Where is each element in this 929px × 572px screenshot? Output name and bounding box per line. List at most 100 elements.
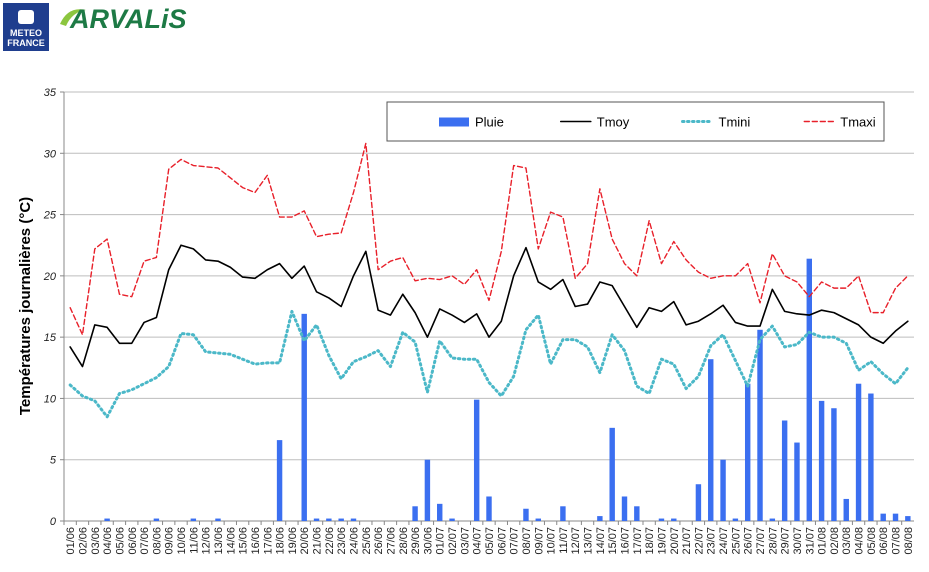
x-tick-label: 31/07 bbox=[804, 527, 816, 555]
bar bbox=[104, 518, 110, 521]
bar bbox=[449, 518, 455, 521]
x-tick-label: 07/07 bbox=[509, 527, 521, 555]
bar bbox=[671, 518, 677, 521]
bar bbox=[326, 518, 332, 521]
bar bbox=[560, 506, 566, 521]
x-tick-label: 17/07 bbox=[632, 527, 644, 555]
x-tick-label: 21/06 bbox=[312, 527, 324, 555]
x-tick-label: 12/07 bbox=[570, 527, 582, 555]
legend-label: Tmini bbox=[719, 115, 751, 130]
x-tick-label: 21/07 bbox=[681, 527, 693, 555]
x-tick-label: 23/06 bbox=[336, 527, 348, 555]
bar bbox=[769, 518, 776, 521]
x-tick-label: 19/07 bbox=[656, 527, 668, 555]
x-tick-label: 14/07 bbox=[595, 527, 607, 555]
x-tick-label: 08/07 bbox=[521, 527, 533, 555]
x-tick-label: 04/06 bbox=[102, 527, 114, 555]
x-tick-label: 11/06 bbox=[188, 527, 200, 554]
x-tick-label: 15/07 bbox=[607, 527, 619, 555]
x-tick-label: 11/07 bbox=[558, 527, 570, 554]
bar bbox=[215, 518, 221, 521]
x-tick-label: 08/06 bbox=[151, 527, 163, 555]
bar bbox=[744, 383, 751, 521]
x-tick-label: 15/06 bbox=[238, 527, 250, 555]
x-tick-label: 03/07 bbox=[459, 527, 471, 555]
x-tick-label: 03/06 bbox=[90, 527, 102, 555]
bar bbox=[473, 399, 480, 521]
x-tick-label: 22/07 bbox=[693, 527, 705, 555]
bar bbox=[720, 459, 726, 521]
bar bbox=[313, 518, 320, 521]
x-tick-label: 13/07 bbox=[583, 527, 595, 555]
bar bbox=[153, 518, 160, 521]
x-tick-label: 27/07 bbox=[755, 527, 767, 555]
legend bbox=[386, 101, 885, 142]
bar bbox=[905, 516, 911, 521]
x-tick-label: 24/06 bbox=[348, 527, 360, 555]
x-tick-label: 20/06 bbox=[299, 527, 311, 555]
bar bbox=[831, 408, 837, 521]
x-tick-label: 28/06 bbox=[398, 527, 410, 555]
bar bbox=[535, 518, 541, 521]
x-tick-label: 09/07 bbox=[533, 527, 545, 555]
x-tick-label: 06/07 bbox=[496, 527, 508, 555]
y-tick-label: 35 bbox=[44, 87, 57, 99]
legend-label: Pluie bbox=[475, 115, 504, 130]
x-tick-label: 25/07 bbox=[730, 527, 742, 555]
bar bbox=[486, 496, 492, 521]
brand-leaf bbox=[60, 9, 86, 26]
bar bbox=[621, 496, 628, 521]
bar bbox=[708, 359, 714, 521]
x-tick-label: 18/06 bbox=[275, 527, 287, 555]
y-tick-label: 10 bbox=[44, 393, 57, 405]
x-tick-label: 16/07 bbox=[620, 527, 632, 555]
x-tick-label: 07/08 bbox=[891, 527, 903, 555]
x-tick-label: 18/07 bbox=[644, 527, 656, 555]
bar bbox=[892, 513, 899, 521]
meteo-icon bbox=[18, 10, 34, 24]
x-tick-label: 03/08 bbox=[841, 527, 853, 555]
line-solid bbox=[69, 244, 909, 368]
line-dashed bbox=[69, 142, 909, 336]
x-tick-label: 20/07 bbox=[669, 527, 681, 555]
x-tick-label: 29/07 bbox=[780, 527, 792, 555]
x-tick-label: 01/08 bbox=[817, 527, 829, 555]
bar bbox=[732, 518, 739, 521]
bar bbox=[794, 442, 800, 521]
x-tick-label: 13/06 bbox=[213, 527, 225, 555]
bar bbox=[424, 459, 431, 521]
x-tick-label: 04/08 bbox=[854, 527, 866, 555]
y-axis-label: Températures journalières (°C) bbox=[17, 197, 34, 415]
x-tick-label: 10/07 bbox=[546, 527, 558, 555]
x-tick-label: 26/06 bbox=[373, 527, 385, 555]
bar bbox=[190, 518, 197, 521]
x-tick-label: 02/06 bbox=[77, 527, 89, 555]
meteo-text: FRANCE bbox=[7, 38, 45, 48]
x-tick-label: 30/07 bbox=[792, 527, 804, 555]
x-tick-label: 29/06 bbox=[410, 527, 422, 555]
x-tick-label: 24/07 bbox=[718, 527, 730, 555]
x-tick-label: 07/06 bbox=[139, 527, 151, 555]
x-tick-label: 04/07 bbox=[472, 527, 484, 555]
bar bbox=[276, 440, 283, 521]
brand-name: ARVALiS bbox=[69, 4, 187, 34]
y-tick-label: 0 bbox=[50, 516, 57, 528]
bar bbox=[609, 427, 615, 521]
bar bbox=[868, 393, 874, 521]
bar bbox=[695, 484, 702, 521]
bar bbox=[843, 498, 849, 521]
x-tick-label: 26/07 bbox=[743, 527, 755, 555]
x-tick-label: 06/06 bbox=[127, 527, 139, 555]
bar bbox=[634, 506, 640, 521]
x-tick-label: 05/06 bbox=[114, 527, 126, 555]
y-tick-label: 20 bbox=[43, 271, 57, 283]
legend-label: Tmoy bbox=[597, 115, 630, 130]
x-tick-label: 14/06 bbox=[225, 527, 237, 555]
x-tick-label: 19/06 bbox=[287, 527, 299, 555]
x-tick-label: 12/06 bbox=[201, 527, 213, 555]
x-tick-label: 22/06 bbox=[324, 527, 336, 555]
x-tick-label: 05/08 bbox=[866, 527, 878, 555]
